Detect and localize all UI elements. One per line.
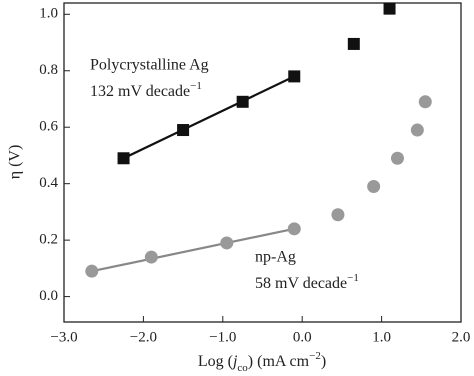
x-axis-label-part: ) bbox=[321, 353, 326, 370]
y-tick-label: 0.6 bbox=[39, 119, 58, 135]
series-label: np-Ag bbox=[255, 249, 296, 266]
point bbox=[85, 264, 99, 278]
point bbox=[288, 70, 301, 83]
x-axis-label-part: j bbox=[231, 353, 238, 370]
slope-annotation: 58 mV decade−1 bbox=[255, 272, 359, 292]
point bbox=[383, 2, 396, 15]
x-tick-label: 2.0 bbox=[452, 329, 471, 345]
point bbox=[331, 208, 345, 222]
y-axis-label: η (V) bbox=[7, 145, 24, 180]
x-axis-label-part: ) (mA cm bbox=[248, 353, 310, 370]
point bbox=[410, 123, 424, 137]
x-tick-label: −3.0 bbox=[50, 329, 77, 345]
x-tick-label: −2.0 bbox=[130, 329, 157, 345]
slope-text: 132 mV decade bbox=[90, 83, 190, 100]
point bbox=[418, 95, 432, 109]
x-axis-label-part: Log ( bbox=[198, 353, 233, 370]
x-tick-label: −1.0 bbox=[209, 329, 236, 345]
y-tick-label: 0.2 bbox=[39, 232, 58, 248]
point bbox=[144, 250, 158, 264]
y-tick-label: 0.8 bbox=[39, 62, 58, 78]
x-tick-label: 0.0 bbox=[293, 329, 312, 345]
point bbox=[220, 236, 234, 250]
point bbox=[367, 179, 381, 193]
x-axis-label: Log (jco) (mA cm−2) bbox=[198, 350, 326, 374]
x-tick-label: 1.0 bbox=[372, 329, 391, 345]
slope-sup: −1 bbox=[347, 272, 359, 284]
point bbox=[390, 151, 404, 165]
x-axis-label-part: co bbox=[237, 362, 248, 374]
series-label: Polycrystalline Ag bbox=[90, 57, 209, 74]
point bbox=[347, 37, 360, 50]
fit-line bbox=[123, 75, 295, 160]
point bbox=[177, 124, 190, 137]
point bbox=[117, 152, 130, 165]
x-axis-label-part: −2 bbox=[309, 350, 321, 362]
slope-annotation: 132 mV decade−1 bbox=[90, 80, 202, 100]
slope-sup: −1 bbox=[190, 80, 202, 92]
point bbox=[236, 95, 249, 108]
y-tick-label: 0.4 bbox=[39, 175, 58, 191]
fit-line bbox=[91, 227, 295, 273]
y-tick-label: 1.0 bbox=[39, 6, 58, 22]
slope-text: 58 mV decade bbox=[255, 275, 347, 292]
plot-frame bbox=[63, 2, 462, 323]
point bbox=[287, 222, 301, 236]
y-tick-label: 0.0 bbox=[39, 288, 58, 304]
